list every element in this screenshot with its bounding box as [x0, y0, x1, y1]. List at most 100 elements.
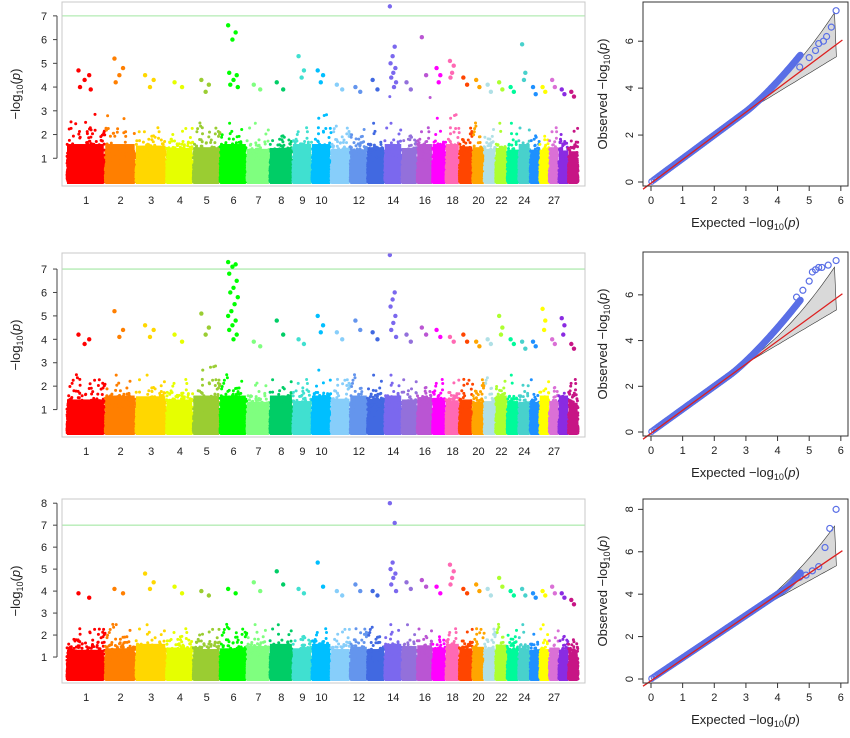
snp-peak-point: [147, 586, 153, 592]
snp-peak-point: [370, 77, 375, 83]
snp-peak-point: [562, 323, 567, 328]
x-tick-label: 2: [711, 195, 717, 207]
snp-peak-point: [225, 259, 231, 265]
snp-peak-point: [408, 586, 414, 592]
chromosome-snp-cloud-28: [557, 634, 570, 681]
snp-peak-point: [233, 30, 238, 35]
qq-tail-point: [822, 32, 831, 41]
y-tick-label: 2: [41, 630, 47, 642]
chromosome-snp-cloud-15: [400, 623, 419, 681]
snp-peak-point: [390, 297, 395, 302]
x-tick-label: 7: [255, 692, 261, 704]
qq-point: [796, 569, 804, 577]
qq-tail-point: [824, 261, 832, 269]
confidence-band: [751, 525, 837, 612]
snp-peak-point: [301, 591, 307, 596]
snp-peak-point: [232, 301, 237, 307]
y-axis-title: −log10(p): [8, 566, 25, 617]
chromosome-snp-cloud-5: [191, 364, 222, 435]
x-tick-label: 6: [230, 446, 236, 458]
chromosome-snp-cloud-10: [310, 627, 333, 681]
chromosome-snp-cloud-8: [268, 134, 295, 184]
snp-peak-point: [113, 80, 118, 85]
y-axis-title: Observed −log10(p): [595, 289, 612, 400]
y-tick-label: 4: [41, 82, 47, 94]
y-tick-label: 4: [624, 85, 636, 91]
snp-peak-point: [147, 334, 153, 340]
snp-peak-point: [231, 285, 236, 290]
snp-peak-point: [500, 87, 505, 92]
snp-peak-point: [387, 4, 393, 9]
snp-peak-point: [393, 588, 399, 594]
snp-peak-point: [559, 591, 564, 596]
snp-peak-point: [523, 346, 528, 351]
plot-frame: [642, 1, 849, 187]
snp-peak-point: [451, 339, 456, 344]
qq-tail-point: [799, 286, 807, 294]
snp-peak-point: [408, 87, 414, 92]
chromosome-snp-cloud-17: [431, 378, 448, 435]
chromosome-snp-cloud-12: [348, 373, 369, 435]
snp-peak-point: [543, 89, 548, 95]
snp-peak-point: [473, 77, 479, 83]
x-tick-label: 5: [204, 446, 210, 458]
chromosome-snp-cloud-4: [165, 378, 195, 435]
chromosome-snp-cloud-25: [528, 134, 542, 184]
snp-peak-point: [511, 89, 517, 95]
y-tick-label: 1: [41, 652, 47, 664]
x-tick-label: 20: [472, 446, 484, 458]
snp-peak-point: [388, 304, 393, 309]
qq-tail-point: [832, 7, 840, 15]
snp-peak-point: [280, 582, 286, 587]
x-tick-label: 3: [743, 445, 749, 457]
plot-frame: [642, 498, 849, 684]
y-axis-title: −log10(p): [8, 69, 25, 120]
snp-peak-point: [569, 89, 574, 95]
snp-peak-point: [258, 344, 263, 349]
plot-frame: [61, 498, 586, 684]
snp-peak-point: [392, 520, 397, 526]
x-tick-label: 14: [387, 195, 399, 207]
snp-peak-point: [393, 571, 398, 576]
y-tick-label: 6: [624, 292, 636, 298]
qq-tail-point: [815, 563, 823, 571]
snp-peak-point: [82, 341, 87, 347]
snp-peak-point: [451, 569, 456, 574]
snp-peak-point: [438, 73, 443, 78]
x-tick-label: 1: [83, 692, 89, 704]
x-tick-label: 2: [711, 692, 717, 704]
snp-peak-point: [464, 591, 470, 596]
snp-peak-point: [120, 327, 126, 333]
snp-peak-point: [340, 337, 345, 342]
snp-peak-point: [179, 84, 185, 90]
snp-peak-point: [519, 586, 525, 592]
snp-peak-point: [334, 330, 340, 335]
snp-peak-point: [390, 560, 395, 565]
confidence-band: [751, 266, 837, 359]
y-tick-label: 2: [624, 383, 636, 389]
snp-peak-point: [227, 271, 232, 276]
y-tick-label: 5: [41, 58, 47, 70]
snp-peak-point: [569, 597, 574, 603]
qq-tail-point: [808, 567, 816, 575]
x-tick-label: 5: [204, 692, 210, 704]
snp-peak-point: [521, 77, 527, 83]
snp-peak-point: [461, 75, 466, 80]
snp-peak-point: [473, 339, 479, 344]
qq-tail-point: [792, 293, 801, 301]
snp-peak-point: [391, 70, 396, 76]
qq-tail-point: [811, 46, 820, 55]
qq-tail-point: [805, 277, 813, 285]
snp-peak-point: [436, 80, 441, 85]
snp-peak-point: [233, 262, 238, 267]
expected-line: [642, 293, 843, 440]
chromosome-snp-cloud-13: [366, 625, 387, 681]
chromosome-snp-cloud-20: [471, 378, 486, 435]
y-tick-label: 6: [41, 542, 47, 554]
snp-peak-point: [375, 337, 380, 342]
qq-tail-point: [818, 263, 826, 272]
snp-peak-point: [199, 311, 204, 316]
y-tick-label: 1: [41, 153, 47, 165]
x-tick-label: 14: [387, 446, 399, 458]
chromosome-snp-cloud-1: [65, 112, 107, 184]
